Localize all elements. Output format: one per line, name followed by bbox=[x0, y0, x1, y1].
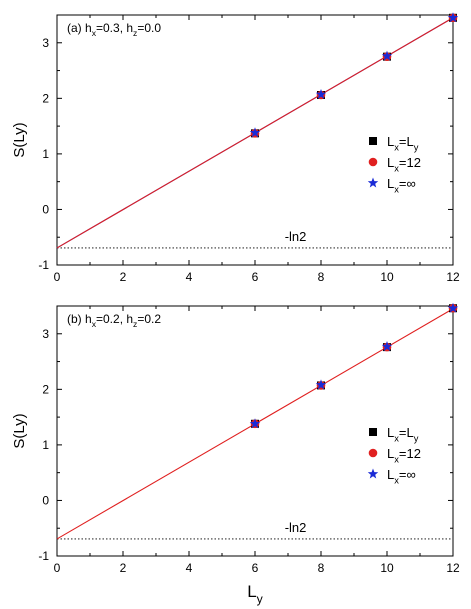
data-point-star bbox=[249, 127, 261, 138]
legend-label: Lx=12 bbox=[387, 446, 421, 465]
y-tick-label: -1 bbox=[38, 549, 49, 563]
y-tick-label: 0 bbox=[42, 493, 49, 507]
x-tick-label: 8 bbox=[318, 561, 325, 575]
data-point-star bbox=[315, 379, 327, 390]
x-tick-label: 8 bbox=[318, 270, 325, 284]
data-point-star bbox=[381, 50, 393, 61]
x-tick-label: 6 bbox=[252, 270, 259, 284]
y-tick-label: 3 bbox=[42, 36, 49, 50]
legend: Lx=Ly Lx=12 Lx=∞ bbox=[367, 425, 421, 486]
y-tick-label: 1 bbox=[42, 438, 49, 452]
y-axis-label: S(Ly) bbox=[11, 413, 28, 448]
y-tick-label: -1 bbox=[38, 258, 49, 272]
x-tick-label: 4 bbox=[186, 561, 193, 575]
y-tick-label: 0 bbox=[42, 202, 49, 216]
x-tick-label: 2 bbox=[120, 561, 127, 575]
panel-annotation: (b) hx=0.2, hz=0.2 bbox=[67, 312, 161, 329]
data-point-star bbox=[315, 88, 327, 99]
legend-marker-star bbox=[367, 468, 379, 479]
legend-marker-square bbox=[369, 428, 377, 436]
legend-label: Lx=Ly bbox=[387, 425, 419, 444]
x-tick-label: 12 bbox=[446, 561, 460, 575]
x-tick-label: 12 bbox=[446, 270, 460, 284]
x-tick-label: 10 bbox=[380, 270, 394, 284]
legend-marker-circle bbox=[368, 157, 378, 167]
legend-label: Lx=∞ bbox=[387, 176, 416, 195]
x-tick-label: 6 bbox=[252, 561, 259, 575]
data-point-star bbox=[447, 12, 459, 23]
y-tick-label: 2 bbox=[42, 91, 49, 105]
legend-marker-square bbox=[369, 137, 377, 145]
data-point-star bbox=[447, 302, 459, 313]
x-axis-label: Ly bbox=[247, 582, 263, 606]
y-tick-label: 1 bbox=[42, 147, 49, 161]
reference-line-label: -ln2 bbox=[285, 520, 307, 535]
y-tick-label: 3 bbox=[42, 327, 49, 341]
y-tick-label: 2 bbox=[42, 382, 49, 396]
x-tick-label: 2 bbox=[120, 270, 127, 284]
legend-label: Lx=∞ bbox=[387, 467, 416, 486]
legend-marker-star bbox=[367, 177, 379, 188]
data-point-star bbox=[381, 341, 393, 352]
legend-label: Lx=12 bbox=[387, 155, 421, 174]
x-tick-label: 4 bbox=[186, 270, 193, 284]
x-tick-label: 0 bbox=[54, 270, 61, 284]
legend-label: Lx=Ly bbox=[387, 134, 419, 153]
panel-annotation: (a) hx=0.3, hz=0.0 bbox=[67, 21, 161, 38]
x-tick-label: 10 bbox=[380, 561, 394, 575]
x-tick-label: 0 bbox=[54, 561, 61, 575]
y-axis-label: S(Ly) bbox=[11, 122, 28, 157]
legend: Lx=Ly Lx=12 Lx=∞ bbox=[367, 134, 421, 195]
legend-marker-circle bbox=[368, 448, 378, 458]
reference-line-label: -ln2 bbox=[285, 229, 307, 244]
data-point-star bbox=[249, 418, 261, 429]
